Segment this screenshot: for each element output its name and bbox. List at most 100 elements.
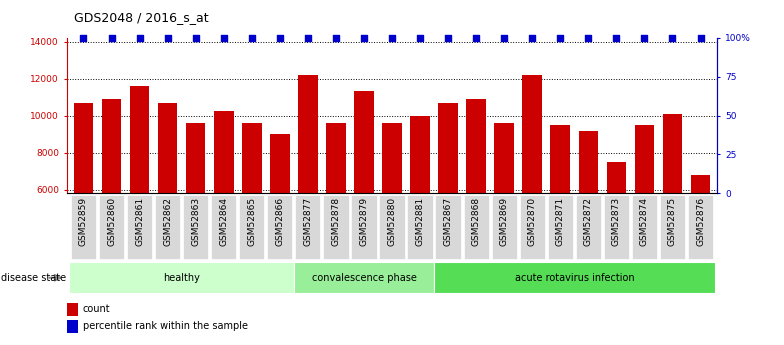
- Text: GSM52861: GSM52861: [135, 197, 144, 246]
- Point: [217, 35, 230, 41]
- Point: [162, 35, 174, 41]
- FancyBboxPatch shape: [408, 195, 433, 259]
- Text: count: count: [83, 304, 111, 314]
- Point: [245, 35, 258, 41]
- FancyBboxPatch shape: [520, 195, 545, 259]
- Text: convalescence phase: convalescence phase: [311, 273, 416, 283]
- FancyBboxPatch shape: [296, 195, 321, 259]
- Text: GSM52866: GSM52866: [275, 197, 285, 246]
- Text: GSM52881: GSM52881: [416, 197, 425, 246]
- Text: GSM52862: GSM52862: [163, 197, 172, 246]
- FancyBboxPatch shape: [379, 195, 405, 259]
- Text: GSM52864: GSM52864: [220, 197, 228, 246]
- Bar: [326, 123, 346, 300]
- Bar: [550, 125, 570, 300]
- FancyBboxPatch shape: [463, 195, 488, 259]
- FancyBboxPatch shape: [575, 195, 601, 259]
- Point: [470, 35, 482, 41]
- Point: [666, 35, 679, 41]
- Text: GSM52875: GSM52875: [668, 197, 677, 246]
- Text: GSM52874: GSM52874: [640, 197, 649, 246]
- Bar: [298, 75, 318, 300]
- Point: [302, 35, 314, 41]
- FancyBboxPatch shape: [183, 195, 209, 259]
- Bar: [67, 303, 78, 316]
- Point: [554, 35, 567, 41]
- Text: GSM52867: GSM52867: [444, 197, 452, 246]
- Bar: [74, 102, 93, 300]
- FancyBboxPatch shape: [492, 195, 517, 259]
- Text: GSM52876: GSM52876: [696, 197, 705, 246]
- Text: healthy: healthy: [163, 273, 200, 283]
- Bar: [579, 131, 598, 300]
- Point: [498, 35, 510, 41]
- Point: [133, 35, 146, 41]
- FancyBboxPatch shape: [70, 262, 294, 293]
- Text: GSM52869: GSM52869: [499, 197, 509, 246]
- Bar: [438, 102, 458, 300]
- Point: [526, 35, 539, 41]
- Bar: [158, 102, 177, 300]
- Text: GSM52860: GSM52860: [107, 197, 116, 246]
- Text: GSM52863: GSM52863: [191, 197, 200, 246]
- Point: [582, 35, 594, 41]
- Point: [358, 35, 370, 41]
- Text: GSM52880: GSM52880: [387, 197, 397, 246]
- Text: GSM52871: GSM52871: [556, 197, 564, 246]
- Text: GSM52868: GSM52868: [472, 197, 481, 246]
- FancyBboxPatch shape: [604, 195, 629, 259]
- Text: GSM52879: GSM52879: [359, 197, 368, 246]
- Point: [610, 35, 622, 41]
- Point: [190, 35, 202, 41]
- Point: [274, 35, 286, 41]
- Text: GSM52878: GSM52878: [332, 197, 340, 246]
- Bar: [354, 91, 374, 300]
- FancyBboxPatch shape: [435, 195, 461, 259]
- Bar: [214, 111, 234, 300]
- Text: acute rotavirus infection: acute rotavirus infection: [514, 273, 634, 283]
- Point: [105, 35, 118, 41]
- Bar: [495, 123, 514, 300]
- FancyBboxPatch shape: [294, 262, 434, 293]
- Bar: [662, 114, 682, 300]
- Point: [638, 35, 651, 41]
- FancyBboxPatch shape: [632, 195, 657, 259]
- FancyBboxPatch shape: [323, 195, 349, 259]
- Point: [442, 35, 455, 41]
- FancyBboxPatch shape: [434, 262, 714, 293]
- Point: [329, 35, 342, 41]
- Point: [77, 35, 89, 41]
- Bar: [466, 99, 486, 300]
- Bar: [102, 99, 122, 300]
- Bar: [410, 117, 430, 300]
- Bar: [270, 134, 289, 300]
- Bar: [382, 123, 402, 300]
- Text: disease state: disease state: [1, 273, 66, 283]
- Text: GSM52870: GSM52870: [528, 197, 537, 246]
- FancyBboxPatch shape: [155, 195, 180, 259]
- Bar: [242, 123, 262, 300]
- Text: GSM52877: GSM52877: [303, 197, 312, 246]
- Bar: [607, 162, 626, 300]
- FancyBboxPatch shape: [267, 195, 292, 259]
- FancyBboxPatch shape: [548, 195, 573, 259]
- Bar: [522, 75, 542, 300]
- FancyBboxPatch shape: [239, 195, 264, 259]
- Bar: [129, 86, 150, 300]
- FancyBboxPatch shape: [127, 195, 152, 259]
- FancyBboxPatch shape: [99, 195, 124, 259]
- Bar: [634, 125, 655, 300]
- Text: percentile rank within the sample: percentile rank within the sample: [83, 322, 248, 331]
- FancyBboxPatch shape: [211, 195, 236, 259]
- Point: [695, 35, 707, 41]
- Text: GSM52872: GSM52872: [584, 197, 593, 246]
- Point: [414, 35, 426, 41]
- Bar: [691, 175, 710, 300]
- Text: GSM52859: GSM52859: [79, 197, 88, 246]
- Text: GSM52873: GSM52873: [612, 197, 621, 246]
- Text: GDS2048 / 2016_s_at: GDS2048 / 2016_s_at: [74, 11, 209, 24]
- Text: GSM52865: GSM52865: [247, 197, 256, 246]
- FancyBboxPatch shape: [660, 195, 685, 259]
- Bar: [186, 123, 205, 300]
- FancyBboxPatch shape: [688, 195, 713, 259]
